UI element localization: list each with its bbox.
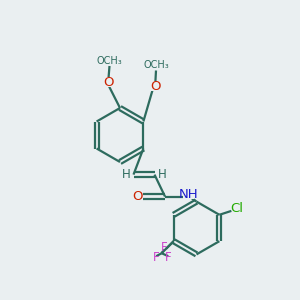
Text: NH: NH	[178, 188, 198, 201]
Text: O: O	[132, 190, 142, 203]
Text: Cl: Cl	[230, 202, 243, 215]
Text: F: F	[153, 251, 160, 264]
FancyBboxPatch shape	[151, 83, 160, 91]
Text: H: H	[158, 168, 166, 181]
Text: OCH₃: OCH₃	[143, 60, 169, 70]
Text: F: F	[165, 251, 172, 264]
FancyBboxPatch shape	[133, 192, 141, 201]
Text: O: O	[150, 80, 161, 94]
FancyBboxPatch shape	[104, 78, 113, 87]
FancyBboxPatch shape	[183, 190, 194, 199]
Text: F: F	[161, 241, 167, 254]
Text: OCH₃: OCH₃	[97, 56, 122, 66]
FancyBboxPatch shape	[123, 171, 129, 178]
Text: O: O	[103, 76, 114, 89]
Text: H: H	[122, 168, 130, 181]
FancyBboxPatch shape	[159, 171, 165, 178]
